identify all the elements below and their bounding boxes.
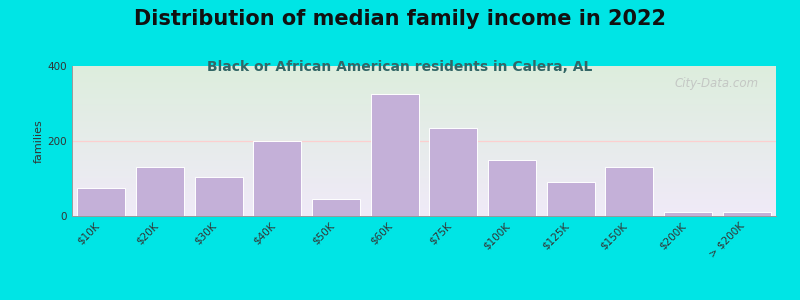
Bar: [78, 188, 126, 216]
Bar: [312, 199, 360, 216]
Text: Distribution of median family income in 2022: Distribution of median family income in …: [134, 9, 666, 29]
Bar: [488, 160, 536, 216]
Bar: [664, 212, 712, 216]
Bar: [722, 212, 770, 216]
Text: Black or African American residents in Calera, AL: Black or African American residents in C…: [207, 60, 593, 74]
Bar: [430, 128, 478, 216]
Y-axis label: families: families: [34, 119, 43, 163]
Bar: [546, 182, 594, 216]
Bar: [370, 94, 418, 216]
Bar: [254, 141, 302, 216]
Bar: [136, 167, 184, 216]
Bar: [606, 167, 654, 216]
Text: City-Data.com: City-Data.com: [674, 76, 758, 89]
Bar: [194, 177, 242, 216]
